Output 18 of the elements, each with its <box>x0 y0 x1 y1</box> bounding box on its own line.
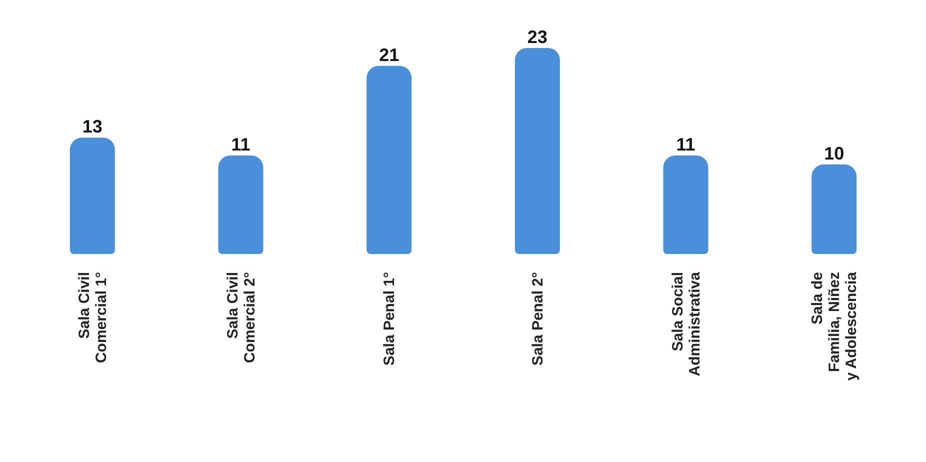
bar <box>366 66 412 254</box>
bar <box>812 164 857 254</box>
data-label: 21 <box>379 44 400 65</box>
data-label: 11 <box>676 134 696 154</box>
bar <box>514 48 560 254</box>
data-label: 11 <box>231 134 250 154</box>
bar <box>218 155 264 254</box>
x-tick-label: Sala Social Administrativa <box>669 271 704 376</box>
x-tick-label: Sala Civil Comercial 1° <box>76 272 110 364</box>
data-label: 23 <box>527 27 548 47</box>
x-tick-label: Sala de Familia, Niñez y Adolescencia <box>809 271 860 381</box>
x-tick-label: Sala Penal 2° <box>529 272 546 366</box>
data-label: 13 <box>82 116 102 137</box>
data-label: 10 <box>824 143 844 164</box>
x-tick-label: Sala Penal 1° <box>381 272 398 366</box>
bar <box>663 155 708 254</box>
x-tick-label: Sala Civil Comercial 2° <box>224 272 258 364</box>
bar <box>70 138 115 254</box>
